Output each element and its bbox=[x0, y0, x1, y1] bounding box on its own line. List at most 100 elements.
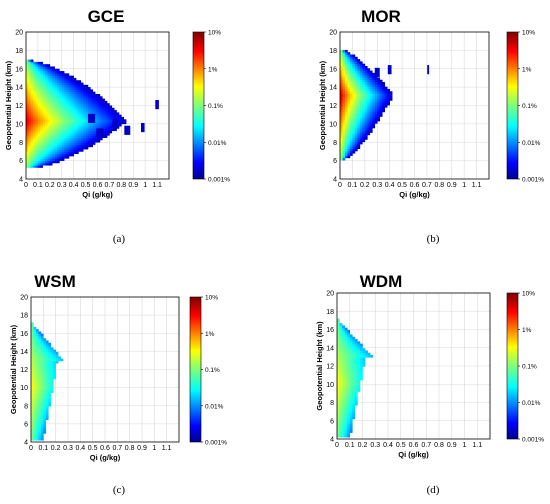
heatmap-cell bbox=[87, 96, 91, 99]
heatmap-cell bbox=[38, 410, 42, 414]
heatmap-cell bbox=[64, 116, 67, 120]
heatmap-cell bbox=[367, 72, 371, 76]
heatmap-cell bbox=[344, 368, 348, 372]
heatmap-cell bbox=[33, 107, 36, 111]
heatmap-cell bbox=[344, 402, 348, 406]
heatmap-cell bbox=[42, 128, 46, 132]
heatmap-cell bbox=[33, 340, 37, 344]
heatmap-cell bbox=[92, 128, 96, 132]
heatmap-cell bbox=[87, 130, 91, 134]
heatmap-cell bbox=[66, 84, 70, 88]
heatmap-cell bbox=[35, 431, 39, 434]
heatmap-cell bbox=[352, 350, 356, 354]
heatmap-cell bbox=[337, 386, 340, 390]
heatmap-cell bbox=[68, 139, 72, 143]
heatmap-cell bbox=[344, 375, 348, 379]
heatmap-cell bbox=[26, 142, 29, 145]
heatmap-cell bbox=[342, 407, 345, 411]
heatmap-cell bbox=[349, 371, 353, 374]
heatmap-cell bbox=[344, 416, 348, 420]
heatmap-cell bbox=[33, 105, 36, 109]
heatmap-cell bbox=[337, 375, 340, 379]
heatmap-cell bbox=[352, 98, 356, 101]
heatmap-cell bbox=[73, 77, 77, 81]
heatmap-cell bbox=[31, 338, 34, 341]
heatmap-cell bbox=[35, 142, 39, 145]
heatmap-cell bbox=[37, 162, 41, 166]
heatmap-cell bbox=[48, 345, 52, 348]
heatmap-cell bbox=[49, 121, 53, 125]
heatmap-cell bbox=[45, 376, 49, 380]
heatmap-cell bbox=[49, 160, 53, 164]
heatmap-cell bbox=[40, 351, 44, 355]
heatmap-cell bbox=[33, 94, 36, 97]
heatmap-cell bbox=[347, 65, 351, 69]
heatmap-cell bbox=[340, 155, 343, 159]
heatmap-cell bbox=[354, 373, 358, 376]
heatmap-cell bbox=[337, 359, 340, 363]
heatmap-cell bbox=[30, 133, 34, 136]
heatmap-cell bbox=[347, 111, 351, 115]
heatmap-cell bbox=[76, 91, 79, 95]
x-tick-label: 0.5 bbox=[397, 182, 407, 189]
heatmap-cell bbox=[354, 56, 358, 60]
heatmap-cell bbox=[83, 146, 86, 150]
heatmap-cell bbox=[38, 383, 42, 387]
heatmap-cell bbox=[40, 354, 44, 357]
heatmap-cell bbox=[71, 96, 74, 99]
heatmap-cell bbox=[30, 71, 34, 74]
heatmap-cell bbox=[76, 87, 79, 90]
heatmap-cell bbox=[64, 133, 67, 136]
heatmap-cell bbox=[374, 107, 378, 110]
heatmap-cell bbox=[78, 100, 82, 104]
heatmap-cell bbox=[344, 102, 348, 106]
heatmap-cell bbox=[95, 139, 98, 143]
heatmap-cell bbox=[33, 137, 36, 141]
heatmap-cell bbox=[342, 105, 346, 108]
heatmap-cell bbox=[40, 399, 44, 402]
heatmap-cell bbox=[38, 338, 42, 341]
heatmap-cell bbox=[54, 144, 58, 148]
heatmap-cell bbox=[111, 114, 115, 118]
heatmap-cell bbox=[111, 116, 115, 120]
heatmap-cell bbox=[102, 112, 105, 115]
heatmap-cell bbox=[344, 412, 348, 415]
heatmap-cell bbox=[337, 393, 340, 397]
heatmap-cell bbox=[347, 114, 351, 117]
heatmap-cell bbox=[28, 121, 32, 125]
heatmap-cell bbox=[347, 414, 351, 417]
heatmap-cell bbox=[109, 126, 113, 129]
heatmap-cell bbox=[92, 100, 96, 104]
heatmap-cell bbox=[33, 415, 37, 418]
heatmap-cell bbox=[26, 119, 29, 122]
heatmap-cell bbox=[37, 153, 41, 157]
heatmap-cell bbox=[38, 376, 42, 380]
heatmap-cell bbox=[339, 421, 343, 424]
heatmap-cell bbox=[71, 75, 74, 79]
heatmap-cell bbox=[56, 103, 60, 106]
heatmap-cell bbox=[362, 63, 366, 67]
heatmap-cell bbox=[66, 110, 70, 113]
heatmap-cell bbox=[35, 105, 39, 109]
heatmap-cell bbox=[43, 351, 47, 355]
heatmap-cell bbox=[342, 61, 346, 64]
heatmap-cell bbox=[337, 377, 340, 381]
heatmap-cell bbox=[33, 401, 37, 405]
panel-letter: (b) bbox=[427, 233, 440, 245]
heatmap-cell bbox=[59, 71, 63, 74]
heatmap-cell bbox=[95, 114, 98, 118]
heatmap-cell bbox=[64, 139, 67, 143]
heatmap-cell bbox=[357, 345, 361, 349]
heatmap-cell bbox=[359, 141, 363, 145]
heatmap-cell bbox=[344, 407, 348, 411]
heatmap-cell bbox=[357, 355, 361, 358]
heatmap-cell bbox=[352, 368, 356, 372]
heatmap-cell bbox=[87, 98, 91, 102]
y-tick-label: 6 bbox=[19, 158, 23, 165]
heatmap-cell bbox=[35, 84, 39, 88]
heatmap-outlier bbox=[124, 125, 131, 135]
heatmap-cell bbox=[56, 123, 60, 127]
heatmap-cell bbox=[35, 372, 39, 375]
heatmap-cell bbox=[37, 75, 41, 79]
heatmap-cell bbox=[61, 126, 65, 129]
